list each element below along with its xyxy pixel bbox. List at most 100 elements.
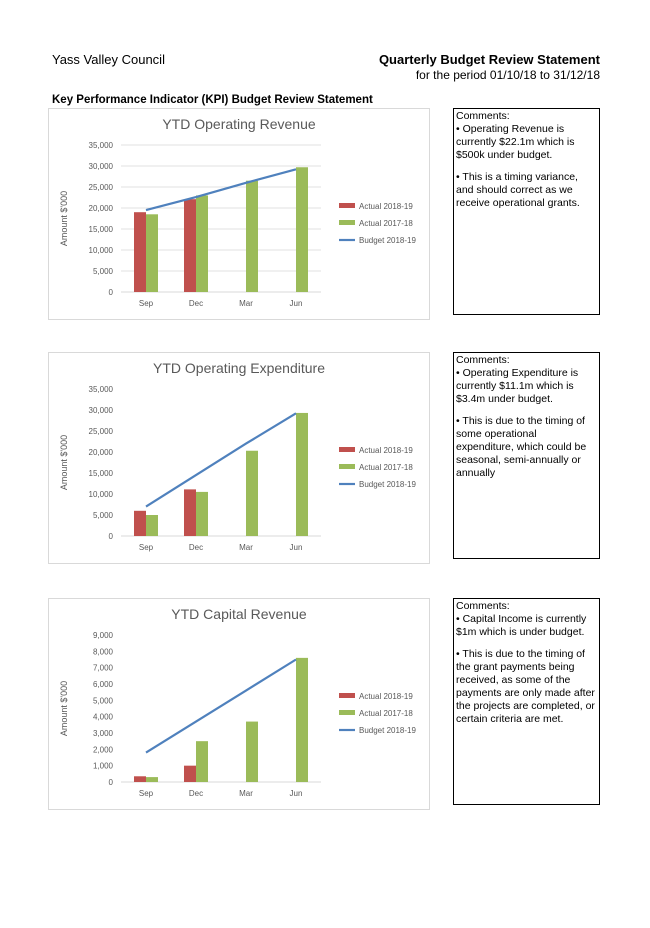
legend-label: Actual 2017-18 [359,463,413,472]
legend-label: Budget 2018-19 [359,480,416,489]
bar [184,489,196,536]
chart-operating-revenue: YTD Operating Revenue 0 5,000 10,000 15,000 2… [48,108,430,320]
budget-line [145,412,297,508]
y-axis-label: Amount $'000 [59,681,69,736]
legend-label: Actual 2017-18 [359,219,413,228]
chart-capital-revenue: YTD Capital Revenue 0 1,000 2,000 3,000 4,000… [48,598,430,810]
legend-swatch [339,693,355,698]
comment-box-capital-revenue: Comments: • Capital Income is currently … [453,598,600,805]
comment-heading: Comments: [456,354,510,366]
x-tick-label: Dec [189,543,203,552]
bar [196,195,208,292]
y-tick-label: 3,000 [93,729,114,738]
y-axis-label: Amount $'000 [59,435,69,490]
chart-svg: YTD Operating Expenditure 0 5,000 10,000 15,… [59,360,416,552]
comment-point: • Operating Expenditure is currently $11… [456,367,579,405]
y-tick-label: 35,000 [89,385,114,394]
y-tick-label: 7,000 [93,664,114,673]
comment-box-operating-revenue: Comments: • Operating Revenue is current… [453,108,600,315]
bar [146,777,158,782]
x-tick-label: Mar [239,299,253,308]
bar [196,741,208,782]
x-tick-label: Jun [290,299,303,308]
bar [246,450,258,536]
y-axis-label: Amount $'000 [59,191,69,246]
legend-label: Actual 2018-19 [359,446,413,455]
council-name: Yass Valley Council [52,52,165,67]
legend-swatch [339,203,355,208]
legend-label: Actual 2018-19 [359,692,413,701]
comment-heading: Comments: [456,600,510,612]
legend-label: Actual 2018-19 [359,202,413,211]
legend-label: Actual 2017-18 [359,709,413,718]
y-tick-label: 2,000 [93,745,114,754]
y-tick-label: 0 [109,288,114,297]
x-tick-label: Jun [290,789,303,798]
y-tick-label: 25,000 [89,183,114,192]
y-tick-label: 8,000 [93,647,114,656]
bar [296,412,308,536]
comment-point: • This is due to the timing of some oper… [456,415,587,479]
chart-svg: YTD Operating Revenue 0 5,000 10,000 15,000 2… [59,116,416,308]
y-tick-label: 1,000 [93,762,114,771]
legend-swatch [339,710,355,715]
y-tick-label: 5,000 [93,696,114,705]
x-tick-label: Jun [290,543,303,552]
y-tick-label: 20,000 [89,204,114,213]
bar [296,167,308,292]
bar [246,721,258,782]
chart-title: YTD Operating Revenue [162,116,316,132]
y-tick-label: 10,000 [89,246,114,255]
legend-swatch [339,220,355,225]
bar [134,212,146,292]
section-title: Key Performance Indicator (KPI) Budget R… [52,94,373,106]
comment-point: • This is due to the timing of the grant… [456,648,595,725]
statement-title: Quarterly Budget Review Statement [378,52,600,67]
x-tick-label: Dec [189,299,203,308]
bar [146,515,158,536]
chart-title: YTD Operating Expenditure [153,360,325,376]
y-tick-label: 5,000 [93,267,114,276]
legend-label: Budget 2018-19 [359,236,416,245]
bar [146,214,158,292]
x-tick-label: Mar [239,543,253,552]
legend-swatch [339,464,355,469]
bar [196,491,208,536]
y-tick-label: 0 [109,532,114,541]
y-tick-label: 9,000 [93,631,114,640]
x-tick-label: Dec [189,789,203,798]
comment-point: • Capital Income is currently $1m which … [456,613,587,638]
budget-line [145,658,297,754]
y-tick-label: 25,000 [89,427,114,436]
y-tick-label: 35,000 [89,141,114,150]
comment-point: • This is a timing variance, and should … [456,171,580,209]
y-tick-label: 4,000 [93,713,114,722]
y-tick-label: 5,000 [93,511,114,520]
y-tick-label: 20,000 [89,448,114,457]
bar [184,199,196,292]
legend-label: Budget 2018-19 [359,726,416,735]
bar [134,776,146,782]
comment-box-operating-expenditure: Comments: • Operating Expenditure is cur… [453,352,600,559]
chart-title: YTD Capital Revenue [171,606,307,622]
comment-point: • Operating Revenue is currently $22.1m … [456,123,575,161]
bar [246,180,258,292]
y-tick-label: 15,000 [89,225,114,234]
x-tick-label: Sep [139,299,154,308]
bar [184,765,196,782]
legend-swatch [339,447,355,452]
comment-heading: Comments: [456,110,510,122]
y-tick-label: 10,000 [89,490,114,499]
y-tick-label: 30,000 [89,406,114,415]
y-tick-label: 6,000 [93,680,114,689]
y-tick-label: 30,000 [89,162,114,171]
x-tick-label: Mar [239,789,253,798]
statement-period: for the period 01/10/18 to 31/12/18 [415,68,600,82]
bar [134,510,146,536]
chart-operating-expenditure: YTD Operating Expenditure 0 5,000 10,000 15,… [48,352,430,564]
y-tick-label: 0 [109,778,114,787]
x-tick-label: Sep [139,543,154,552]
budget-line [145,168,297,212]
x-tick-label: Sep [139,789,154,798]
y-tick-label: 15,000 [89,469,114,478]
